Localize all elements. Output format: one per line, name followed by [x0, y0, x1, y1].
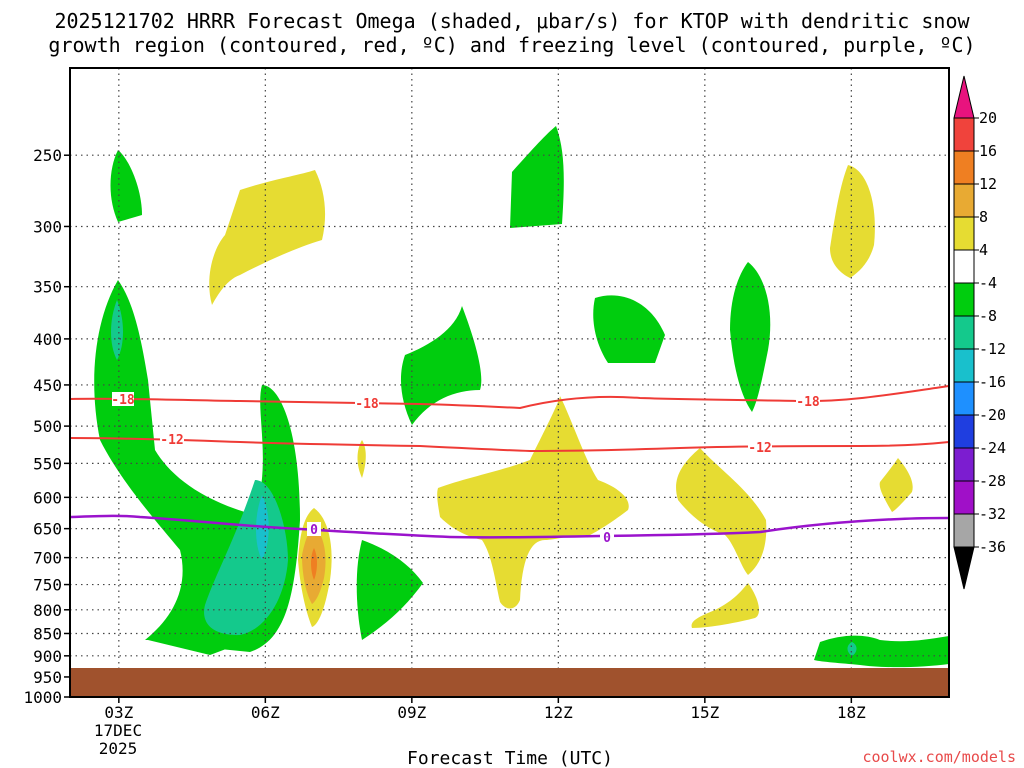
colorbar-label: 20	[979, 109, 997, 127]
omega-area-yellow	[437, 396, 629, 609]
colorbar-segment	[953, 348, 975, 383]
y-tick-label: 300	[33, 217, 62, 236]
colorbar-label: -16	[979, 373, 1006, 391]
omega-area-teal	[847, 642, 857, 656]
date-label-year: 2025	[99, 739, 138, 758]
x-tick-label: 12Z	[544, 703, 573, 722]
omega-area-green	[400, 306, 482, 425]
colorbar-segment	[953, 381, 975, 416]
colorbar-segment	[953, 480, 975, 515]
omega-shading	[94, 126, 949, 668]
colorbar-label: -12	[979, 340, 1006, 358]
y-tick-label: 400	[33, 330, 62, 349]
omega-area-green	[356, 540, 423, 640]
isotherm-label: -12	[160, 433, 183, 448]
contour-labels: -18 -18 -18 -12 -12 0 0	[111, 392, 820, 546]
x-tick-label: 09Z	[397, 703, 426, 722]
date-label-day: 17DEC	[94, 721, 142, 740]
omega-area-yellow	[357, 440, 366, 478]
omega-area-yellow	[676, 448, 767, 575]
y-tick-label: 850	[33, 624, 62, 643]
ground-surface	[70, 668, 949, 697]
colorbar-segment	[953, 216, 975, 251]
isotherm-label: -18	[796, 395, 820, 410]
colorbar-segment	[953, 117, 975, 152]
y-tick-label: 800	[33, 601, 62, 620]
omega-area-yellow	[879, 458, 913, 512]
freezing-level-label: 0	[603, 531, 611, 546]
y-tick-label: 1000	[23, 688, 62, 707]
freezing-level-line	[69, 514, 950, 539]
x-axis-label: Forecast Time (UTC)	[407, 748, 613, 768]
colorbar-label: -32	[979, 505, 1006, 523]
omega-area-orange	[311, 548, 317, 580]
freezing-level-label: 0	[310, 523, 318, 538]
y-tick-label: 500	[33, 417, 62, 436]
y-tick-label: 250	[33, 146, 62, 165]
omega-area-yellow	[830, 165, 875, 278]
y-tick-label: 900	[33, 647, 62, 666]
omega-area-yellow	[691, 583, 760, 628]
colorbar: 20 16 12 8 4 -4 -8 -12 -16 -20 -24 -28 -32 -36	[953, 75, 1006, 590]
colorbar-label: -8	[979, 307, 997, 325]
y-tick-label: 750	[33, 576, 62, 595]
colorbar-segment	[953, 150, 975, 185]
colorbar-segment	[953, 315, 975, 350]
omega-area-green	[510, 126, 564, 228]
colorbar-label: -28	[979, 472, 1006, 490]
x-tick-label: 03Z	[104, 703, 133, 722]
omega-area-green	[593, 295, 665, 363]
source-watermark: coolwx.com/models	[862, 748, 1016, 766]
colorbar-bottom-arrow	[953, 546, 975, 590]
colorbar-label: -36	[979, 538, 1006, 556]
colorbar-segment	[953, 414, 975, 449]
colorbar-label: -24	[979, 439, 1006, 457]
colorbar-segment	[953, 183, 975, 218]
isotherm-label: -12	[748, 441, 771, 456]
x-tick-label: 18Z	[837, 703, 866, 722]
y-axis: 250 300 350 400 450 500 550 600 650 700 750 800 850 9…	[23, 146, 70, 707]
colorbar-label: 16	[979, 142, 997, 160]
isotherm-label: -18	[111, 393, 135, 408]
y-tick-label: 350	[33, 278, 62, 297]
isotherm-label: -18	[355, 397, 379, 412]
x-tick-label: 06Z	[251, 703, 280, 722]
colorbar-segment	[953, 282, 975, 317]
x-tick-label: 15Z	[690, 703, 719, 722]
colorbar-top-arrow	[953, 75, 975, 119]
chart-title-line2: growth region (contoured, red, ºC) and f…	[48, 33, 975, 57]
x-axis: 03Z 06Z 09Z 12Z 15Z 18Z	[104, 697, 866, 722]
plot-border	[69, 67, 950, 698]
colorbar-label: -4	[979, 274, 997, 292]
colorbar-label: 12	[979, 175, 997, 193]
y-tick-label: 450	[33, 376, 62, 395]
omega-area-green	[814, 635, 949, 668]
y-tick-label: 550	[33, 454, 62, 473]
omega-area-teal	[111, 300, 123, 360]
colorbar-segment	[953, 447, 975, 482]
colorbar-label: 8	[979, 208, 988, 226]
colorbar-segment	[953, 249, 975, 284]
colorbar-label: 4	[979, 241, 988, 259]
y-tick-label: 600	[33, 488, 62, 507]
omega-area-yellow	[209, 170, 326, 305]
colorbar-label: -20	[979, 406, 1006, 424]
y-tick-label: 700	[33, 549, 62, 568]
omega-area-green	[730, 262, 771, 412]
chart-title-line1: 2025121702 HRRR Forecast Omega (shaded, …	[54, 9, 970, 33]
colorbar-segment	[953, 513, 975, 548]
y-tick-label: 950	[33, 668, 62, 687]
isotherm-minus12-line	[69, 437, 950, 453]
y-tick-label: 650	[33, 520, 62, 539]
